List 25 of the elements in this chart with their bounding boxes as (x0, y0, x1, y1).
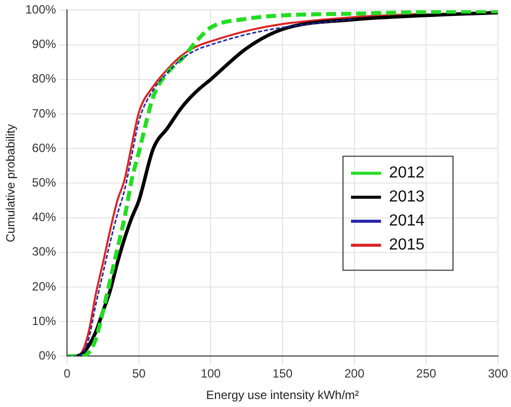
legend-label: 2013 (388, 188, 425, 206)
line-series (67, 18, 356, 356)
y-tick-label: 70% (32, 106, 56, 120)
x-tick-label: 100 (200, 366, 222, 381)
legend-label: 2015 (388, 236, 425, 254)
x-tick-label: 0 (64, 366, 71, 381)
legend-label: 2014 (388, 212, 425, 230)
y-tick-label: 30% (32, 244, 56, 259)
y-tick-label: 90% (32, 37, 56, 52)
y-tick-label: 20% (32, 279, 56, 294)
x-axis-title: Energy use intensity kWh/m² (206, 388, 359, 402)
y-tick-label: 10% (32, 314, 56, 328)
x-tick-label: 250 (416, 366, 437, 381)
y-tick-label: 50% (32, 176, 56, 190)
y-tick-label: 40% (32, 210, 56, 224)
y-tick-label: 60% (32, 140, 56, 155)
y-axis-title: Cumulative probability (4, 124, 18, 242)
y-tick-label: 80% (32, 72, 56, 86)
x-tick-label: 50 (132, 366, 146, 381)
x-tick-label: 300 (488, 366, 508, 381)
x-tick-label: 150 (272, 366, 293, 381)
legend-label: 2012 (388, 164, 425, 182)
x-tick-label: 200 (344, 366, 365, 381)
y-tick-label: 100% (25, 2, 56, 17)
y-tick-label: 0% (38, 348, 56, 363)
